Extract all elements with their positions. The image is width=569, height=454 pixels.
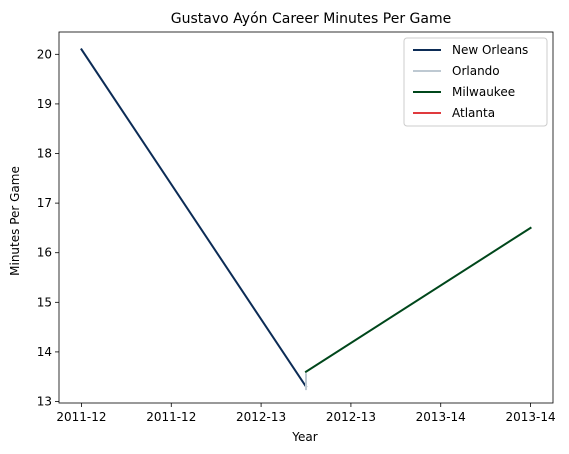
plot-area [58, 31, 554, 404]
legend-label-2: Milwaukee [452, 85, 515, 99]
x-tick-label-1: 2011-12 [146, 410, 196, 424]
legend-label-0: New Orleans [452, 43, 528, 57]
x-tick-label-2: 2012-13 [236, 410, 286, 424]
y-tick-label-4: 17 [37, 196, 52, 210]
y-tick-label-2: 15 [37, 295, 52, 309]
x-tick-label-0: 2011-12 [56, 410, 106, 424]
x-axis-label: Year [291, 430, 317, 444]
series-line-0 [80, 47, 308, 389]
y-tick-label-6: 19 [37, 97, 52, 111]
y-tick-label-7: 20 [37, 47, 52, 61]
x-tick-label-3: 2012-13 [326, 410, 376, 424]
plot-frame [58, 31, 554, 404]
y-tick-label-3: 16 [37, 246, 52, 260]
x-tick-label-5: 2013-14 [505, 410, 555, 424]
y-tick-label-1: 14 [37, 345, 52, 359]
chart-title: Gustavo Ayón Career Minutes Per Game [171, 11, 451, 27]
y-tick-label-5: 18 [37, 147, 52, 161]
legend-label-3: Atlanta [452, 106, 495, 120]
series-lines [80, 47, 532, 391]
series-line-2 [304, 226, 532, 374]
legend-label-1: Orlando [452, 64, 500, 78]
y-tick-label-0: 13 [37, 395, 52, 409]
legend: New Orleans Orlando Milwaukee Atlanta [403, 37, 548, 127]
axis-ticks: 2011-12 2011-12 2012-13 2012-13 2013-14 2013-… [37, 47, 556, 424]
y-axis-label: Minutes Per Game [8, 166, 22, 276]
x-tick-label-4: 2013-14 [416, 410, 466, 424]
legend-frame [403, 37, 548, 127]
